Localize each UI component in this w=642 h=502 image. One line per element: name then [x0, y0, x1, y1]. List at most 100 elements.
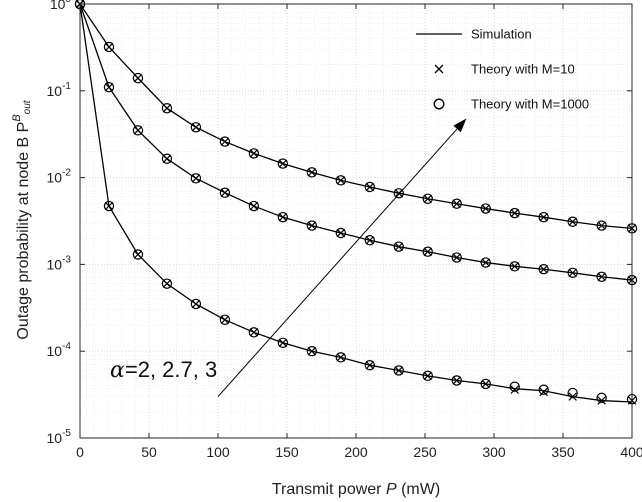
y-tick-exponent: -4 — [62, 341, 71, 352]
theory-m10-point — [452, 376, 461, 385]
legend-label: Theory with M=10 — [471, 62, 575, 77]
theory-m10-point — [539, 212, 548, 222]
theory-m10-point — [394, 366, 404, 375]
theory-m10-point — [365, 360, 375, 370]
theory-m10-point — [568, 268, 577, 278]
theory-m10-point — [307, 168, 317, 177]
theory-m10-point — [481, 204, 490, 213]
y-tick-label: 10-4 — [47, 341, 72, 359]
legend-cross-marker — [434, 64, 444, 74]
y-tick-exponent: 0 — [65, 0, 71, 5]
theory-m1000-point — [103, 200, 115, 212]
theory-m1000-point — [248, 200, 260, 212]
annotation-arrow-head — [453, 118, 467, 133]
theory-m10-point — [191, 123, 201, 132]
theory-m1000-point — [190, 298, 202, 310]
x-tick-label: 300 — [482, 444, 506, 460]
theory-m10-point — [104, 42, 114, 52]
y-axis-label: Outage probability at node B PBout — [11, 99, 33, 339]
theory-m1000-point — [306, 220, 318, 231]
theory-m1000-point — [596, 220, 607, 231]
theory-m1000-point — [277, 337, 289, 348]
x-tick-label: 50 — [141, 444, 157, 460]
theory-m1000-point — [219, 136, 231, 147]
theory-m10-point — [278, 159, 288, 168]
theory-m1000-point — [480, 257, 491, 268]
theory-m10-point — [539, 387, 548, 397]
theory-m10-point — [597, 396, 606, 405]
theory-m1000-point — [480, 378, 491, 390]
legend-circle-marker — [433, 98, 445, 110]
y-axis-label-sub: out — [22, 99, 33, 114]
x-tick-label: 0 — [76, 444, 84, 460]
theory-m10-point — [162, 279, 172, 288]
theory-m10-point — [278, 212, 288, 222]
theory-m1000-point — [480, 203, 491, 214]
x-tick-label: 250 — [413, 444, 437, 460]
theory-m10-point — [336, 228, 346, 238]
theory-m1000-point — [364, 359, 375, 371]
theory-m10-point — [365, 182, 375, 192]
legend: Simulation Theory with M=10 Theory with M=… — [416, 27, 589, 112]
theory-m1000-point — [451, 375, 462, 386]
theory-m10-point — [162, 103, 172, 113]
theory-m1000-point — [567, 216, 578, 227]
theory-m10-point — [336, 176, 346, 185]
x-axis-label-pre: Transmit power — [272, 481, 386, 498]
theory-m1000-point — [306, 346, 318, 357]
theory-m1000-point — [596, 271, 607, 282]
annotation-arrow-layer — [217, 118, 467, 397]
theory-m10-point — [597, 221, 606, 230]
theory-m10-point — [191, 299, 201, 309]
theory-m1000-point — [335, 352, 347, 363]
theory-m1000-point — [393, 241, 404, 252]
theory-m1000-point — [509, 381, 520, 392]
theory-m1000-point — [219, 314, 231, 326]
theory-m10-point — [104, 201, 114, 211]
alpha-values: =2, 2.7, 3 — [125, 357, 217, 382]
legend-label: Theory with M=1000 — [471, 97, 589, 112]
x-axis-label-post: (mW) — [397, 481, 441, 498]
theory-m10-point — [423, 194, 432, 204]
legend-label: Simulation — [471, 27, 532, 42]
theory-m1000-point — [393, 365, 404, 376]
y-tick-label: 10-2 — [47, 168, 72, 186]
theory-m1000-point — [306, 167, 318, 178]
theory-m1000-point — [596, 392, 607, 404]
y-tick-base: 10 — [47, 343, 63, 359]
theory-m10-point — [133, 250, 143, 259]
theory-m1000-point — [422, 246, 433, 257]
theory-m10-point — [423, 371, 432, 381]
theory-m1000-point — [451, 198, 462, 209]
theory-m10-point — [510, 208, 519, 218]
theory-m10-point — [278, 338, 288, 348]
theory-m1000-point — [103, 41, 115, 53]
theory-m10-point — [481, 379, 490, 389]
theory-m1000-point — [538, 384, 549, 395]
y-tick-label: 100 — [50, 0, 72, 12]
ticks-layer: 05010015020025030035040010010-110-210-31… — [47, 0, 642, 460]
y-axis-label-text: Outage probability at node B P — [15, 122, 32, 340]
y-tick-base: 10 — [50, 0, 66, 12]
y-tick-base: 10 — [47, 256, 63, 272]
y-tick-label: 10-1 — [47, 81, 72, 99]
theory-m10-point — [133, 73, 143, 83]
theory-m10-point — [510, 385, 519, 394]
theory-m1000-point — [161, 103, 173, 114]
y-tick-exponent: -2 — [62, 168, 71, 179]
theory-m10-point — [307, 346, 317, 356]
theory-m1000-point — [509, 261, 520, 272]
x-axis-label-var: P — [386, 481, 397, 498]
theory-m10-point — [249, 201, 259, 211]
theory-m10-point — [133, 126, 143, 135]
y-tick-base: 10 — [47, 430, 63, 446]
x-axis-label: Transmit power P (mW) — [272, 481, 440, 498]
theory-m1000-point — [509, 207, 520, 219]
theory-m10-point — [220, 188, 230, 197]
theory-m1000-point — [538, 264, 549, 275]
theory-m10-point — [249, 149, 259, 158]
theory-m10-point — [220, 315, 230, 325]
theory-m1000-point — [277, 211, 289, 223]
